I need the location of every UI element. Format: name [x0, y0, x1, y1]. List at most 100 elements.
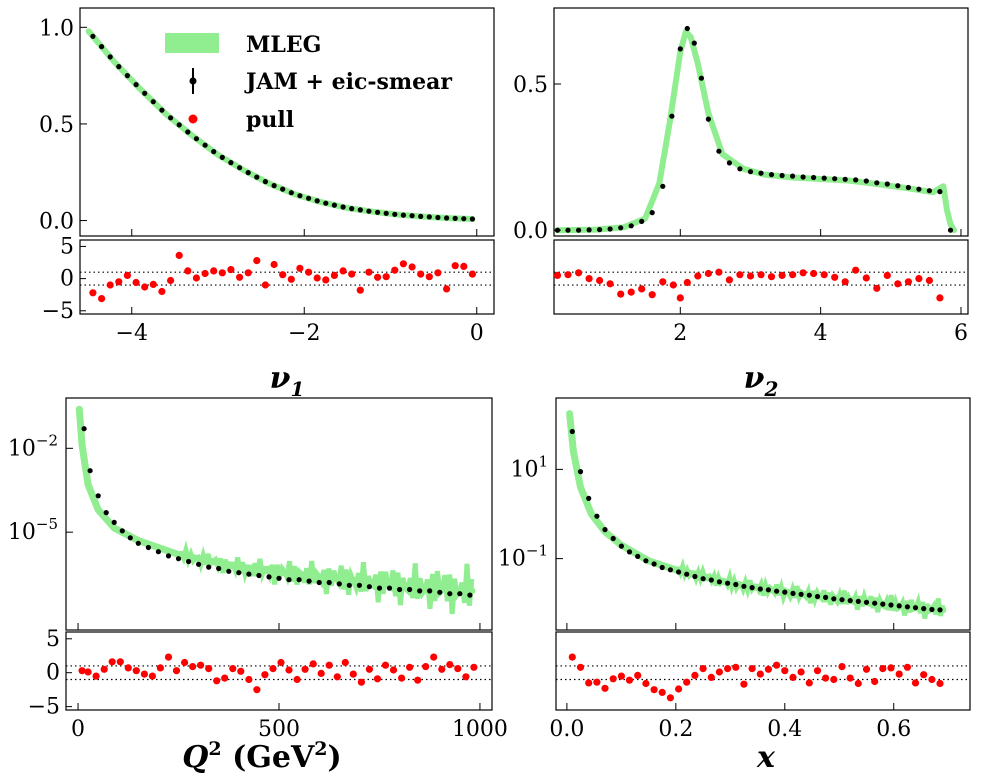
- pull-point: [175, 251, 183, 259]
- data-point: [186, 558, 192, 565]
- data-point: [649, 210, 655, 216]
- data-point: [237, 165, 243, 171]
- legend-label-pull: pull: [246, 107, 294, 133]
- data-point: [863, 178, 869, 184]
- data-point: [912, 605, 919, 611]
- pull-point: [381, 661, 390, 669]
- data-point: [176, 122, 182, 128]
- legend: MLEG JAM + eic-smear pull: [165, 32, 452, 133]
- x-tick-label: 2: [673, 321, 687, 346]
- pull-point: [553, 271, 562, 279]
- pull-point: [925, 276, 934, 285]
- data-point: [280, 186, 286, 192]
- x-tick-label: 0: [470, 321, 484, 346]
- data-point: [228, 160, 234, 166]
- pull-point: [261, 281, 269, 289]
- pull-point: [317, 669, 325, 678]
- data-point: [676, 569, 682, 575]
- data-point: [103, 509, 109, 516]
- panel-nu1: 0.0 0.5 1.0 5 0 −5 −4 −2 0 ν1: [39, 7, 495, 401]
- pull-point: [301, 665, 309, 673]
- data-point: [659, 564, 665, 571]
- x-axis-title-part: (GeV: [222, 740, 315, 775]
- data-point: [236, 570, 242, 576]
- pull-y-tick-label: 0: [46, 661, 60, 686]
- data-point: [874, 180, 880, 186]
- data-point: [437, 589, 443, 595]
- pull-point: [468, 270, 476, 278]
- pull-point: [422, 663, 430, 671]
- pull-point: [192, 274, 200, 282]
- pull-point: [399, 260, 407, 268]
- pull-point: [184, 267, 192, 275]
- data-point: [111, 519, 117, 526]
- data-point: [206, 564, 212, 570]
- data-point: [639, 218, 645, 224]
- pull-point: [296, 264, 304, 272]
- pull-point: [805, 679, 813, 687]
- data-point: [323, 200, 329, 206]
- x-tick-label: 1000: [452, 717, 508, 742]
- x-axis-title: Q2 (GeV2): [182, 738, 341, 775]
- pull-point: [417, 270, 425, 278]
- main-frame-nu2: [553, 7, 969, 237]
- data-point: [145, 544, 151, 551]
- data-point: [346, 582, 352, 588]
- data-point: [800, 174, 806, 180]
- data-point: [219, 154, 225, 160]
- y-tick-label: 10−1: [498, 542, 548, 572]
- data-point: [427, 588, 433, 594]
- data-point: [782, 589, 788, 595]
- data-point: [814, 593, 821, 600]
- data-point: [296, 577, 302, 583]
- data-point: [386, 585, 393, 591]
- data-point: [905, 184, 912, 191]
- data-point: [306, 195, 312, 201]
- pull-point: [568, 653, 576, 661]
- pull-point: [253, 686, 261, 694]
- pull-point: [244, 269, 252, 277]
- y-tick-label: 0.5: [39, 113, 74, 138]
- pull-point: [330, 271, 338, 279]
- data-point: [774, 588, 780, 594]
- pull-point: [725, 276, 734, 284]
- pull-point: [601, 684, 609, 692]
- data-point: [691, 40, 697, 46]
- pull-point: [799, 269, 807, 277]
- pull-point: [596, 276, 604, 285]
- pull-point: [462, 673, 470, 681]
- pull-y-tick-label: −5: [28, 695, 60, 720]
- data-point: [884, 181, 890, 187]
- data-point: [376, 585, 383, 591]
- legend-marker-jam: [189, 77, 197, 85]
- x-tick-label: 6: [954, 321, 968, 346]
- data-point: [306, 578, 312, 584]
- pull-point: [434, 269, 442, 277]
- data-point: [577, 469, 584, 475]
- data-point: [383, 210, 389, 216]
- pull-point: [862, 665, 871, 673]
- pull-point: [237, 667, 245, 675]
- data-point: [193, 136, 199, 142]
- pull-point: [575, 269, 583, 277]
- data-point: [155, 549, 161, 555]
- x-axis-title-part: Q: [182, 740, 208, 775]
- data-point: [741, 583, 747, 589]
- data-point: [175, 556, 182, 562]
- data-point: [168, 115, 174, 121]
- data-point: [276, 575, 282, 581]
- data-point: [842, 176, 848, 182]
- pull-point: [92, 672, 100, 680]
- data-point: [790, 590, 796, 597]
- data-point: [262, 179, 268, 185]
- data-point: [758, 170, 764, 176]
- pull-point: [773, 661, 781, 669]
- x-axis-title: ν2: [744, 361, 779, 401]
- data-point: [119, 528, 125, 534]
- pull-point: [164, 653, 173, 661]
- pull-point: [414, 676, 422, 684]
- pull-point: [279, 271, 287, 279]
- data-point: [407, 586, 413, 593]
- pull-point: [365, 268, 373, 276]
- pull-y-tick-label: −5: [42, 299, 74, 324]
